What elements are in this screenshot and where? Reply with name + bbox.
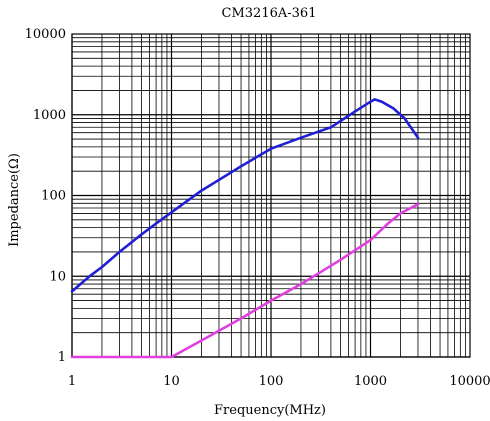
chart-title: CM3216A-361	[222, 6, 317, 21]
series-layer	[70, 98, 420, 359]
series-line-2	[70, 202, 420, 359]
x-tick-label: 10000	[449, 374, 490, 389]
y-tick-labels: 1 10 100 1000 10000	[25, 27, 66, 365]
x-tick-labels: 1 10 100 1000 10000	[68, 374, 490, 389]
y-tick-label: 1	[58, 350, 66, 365]
x-tick-label: 100	[259, 374, 284, 389]
x-tick-label: 10	[163, 374, 180, 389]
y-tick-label: 10000	[25, 27, 66, 42]
x-axis-label: Frequency(MHz)	[214, 403, 326, 418]
y-tick-label: 10	[49, 269, 66, 284]
x-tick-label: 1	[68, 374, 76, 389]
y-axis-label: Impedance(Ω)	[7, 153, 22, 247]
x-tick-label: 1000	[354, 374, 387, 389]
series-line-1	[70, 98, 420, 293]
y-tick-label: 100	[41, 189, 66, 204]
plot-frame	[71, 33, 471, 358]
y-tick-label: 1000	[33, 108, 66, 123]
